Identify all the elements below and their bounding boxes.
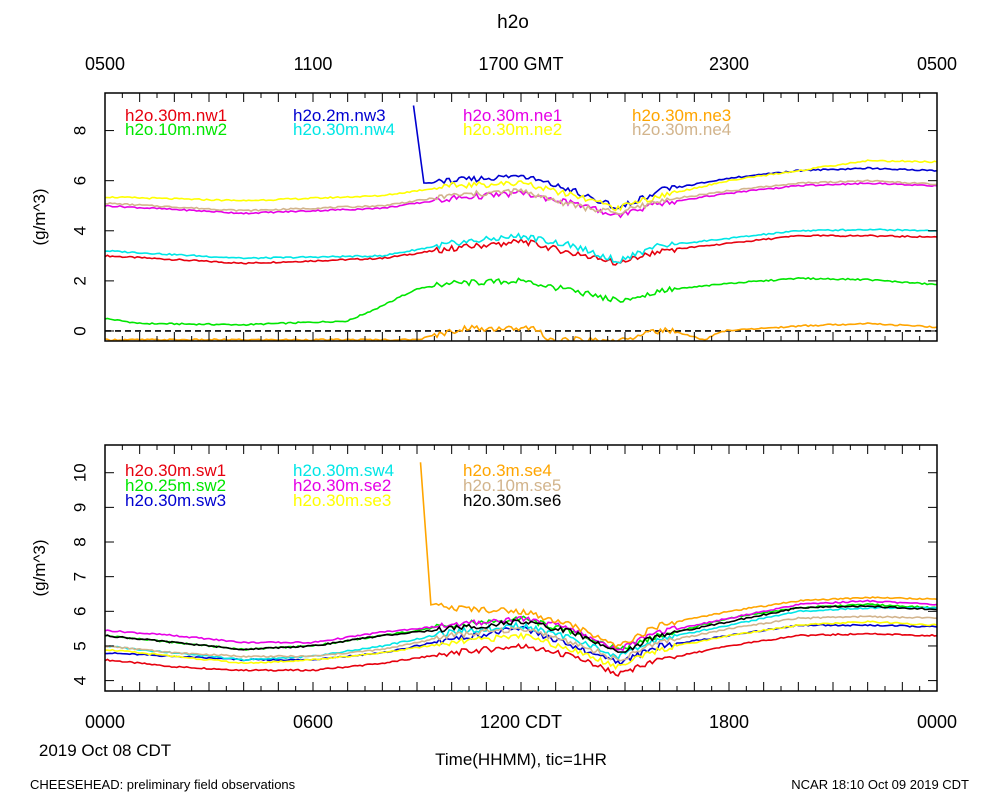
series-line-h2o.3m.se4	[419, 462, 937, 649]
y-tick-label: 8	[71, 126, 90, 135]
series-line-h2o.30m.ne2	[105, 159, 937, 212]
legend-entry-h2o.30m.ne1: h2o.30m.ne1	[463, 106, 562, 125]
date-label: 2019 Oct 08 CDT	[39, 741, 171, 760]
y-tick-label: 2	[71, 276, 90, 285]
legend-entry-h2o.10m.nw2: h2o.10m.nw2	[125, 120, 227, 139]
series-line-h2o.30m.sw4	[105, 606, 937, 662]
legend-entry-h2o.30m.sw3: h2o.30m.sw3	[125, 491, 226, 510]
x-axis-tick-label: 0000	[85, 712, 125, 732]
series-line-h2o.30m.sw1	[105, 632, 937, 677]
chart-title: h2o	[497, 12, 529, 33]
top-axis-labels: 0500 1100 1700 GMT 2300 0500	[85, 54, 957, 74]
x-axis-tick-label: 1700 GMT	[478, 54, 563, 74]
legend-entry-h2o.30m.nw1: h2o.30m.nw1	[125, 106, 227, 125]
y-axis-label: (g/m^3)	[30, 188, 49, 245]
x-axis-tick-label: 1100	[294, 54, 333, 74]
legend-entry-h2o.30m.ne2: h2o.30m.ne2	[463, 120, 562, 139]
series-line-h2o.2m.nw3	[412, 105, 937, 210]
y-tick-label: 5	[71, 641, 90, 650]
x-axis-tick-label: 1200 CDT	[480, 712, 562, 732]
x-axis-label: Time(HHMM), tic=1HR	[435, 750, 607, 769]
legend-entry-h2o.30m.se6: h2o.30m.se6	[463, 491, 561, 510]
series-line-h2o.30m.se3	[105, 620, 937, 671]
legend-entry-h2o.30m.sw1: h2o.30m.sw1	[125, 461, 226, 480]
series-line-h2o.30m.ne1	[105, 182, 937, 219]
y-tick-label: 9	[71, 503, 90, 512]
legend-entry-h2o.30m.se2: h2o.30m.se2	[293, 476, 391, 495]
series-line-h2o.30m.se2	[105, 599, 937, 652]
legend-entry-h2o.25m.sw2: h2o.25m.sw2	[125, 476, 226, 495]
footer-right: NCAR 18:10 Oct 09 2019 CDT	[791, 777, 969, 792]
x-axis-tick-label: 0600	[293, 712, 333, 732]
y-tick-label: 0	[71, 326, 90, 335]
x-axis-tick-label: 0500	[85, 54, 125, 74]
legend-entry-h2o.10m.se5: h2o.10m.se5	[463, 476, 561, 495]
bottom-panel: 45678910(g/m^3)h2o.30m.sw1h2o.25m.sw2h2o…	[30, 444, 938, 692]
y-tick-label: 4	[71, 676, 90, 685]
series-line-h2o.30m.se6	[105, 604, 937, 654]
y-tick-label: 8	[71, 537, 90, 546]
legend-entry-h2o.3m.se4: h2o.3m.se4	[463, 461, 552, 480]
y-tick-label: 6	[71, 176, 90, 185]
y-tick-label: 4	[71, 226, 90, 235]
series-line-h2o.10m.nw2	[105, 276, 937, 327]
legend-entry-h2o.30m.ne4: h2o.30m.ne4	[632, 120, 731, 139]
series-line-h2o.10m.se5	[105, 615, 937, 662]
y-tick-label: 7	[71, 572, 90, 581]
legend-entry-h2o.30m.ne3: h2o.30m.ne3	[632, 106, 731, 125]
y-tick-label: 10	[71, 463, 90, 482]
series-line-h2o.30m.nw4	[105, 228, 937, 264]
x-axis-tick-label: 2300	[709, 54, 749, 74]
legend-entry-h2o.30m.sw4: h2o.30m.sw4	[293, 461, 394, 480]
x-axis-tick-label: 1800	[709, 712, 749, 732]
footer-left: CHEESEHEAD: preliminary field observatio…	[30, 777, 296, 792]
bottom-axis-labels: 0000 0600 1200 CDT 1800 0000	[85, 712, 957, 732]
series-line-h2o.30m.ne4	[105, 179, 937, 215]
legend-entry-h2o.30m.nw4: h2o.30m.nw4	[293, 120, 395, 139]
x-axis-tick-label: 0000	[917, 712, 957, 732]
legend-entry-h2o.30m.se3: h2o.30m.se3	[293, 491, 391, 510]
y-tick-label: 6	[71, 607, 90, 616]
y-axis-label: (g/m^3)	[30, 539, 49, 596]
x-axis-tick-label: 0500	[917, 54, 957, 74]
legend-entry-h2o.2m.nw3: h2o.2m.nw3	[293, 106, 386, 125]
